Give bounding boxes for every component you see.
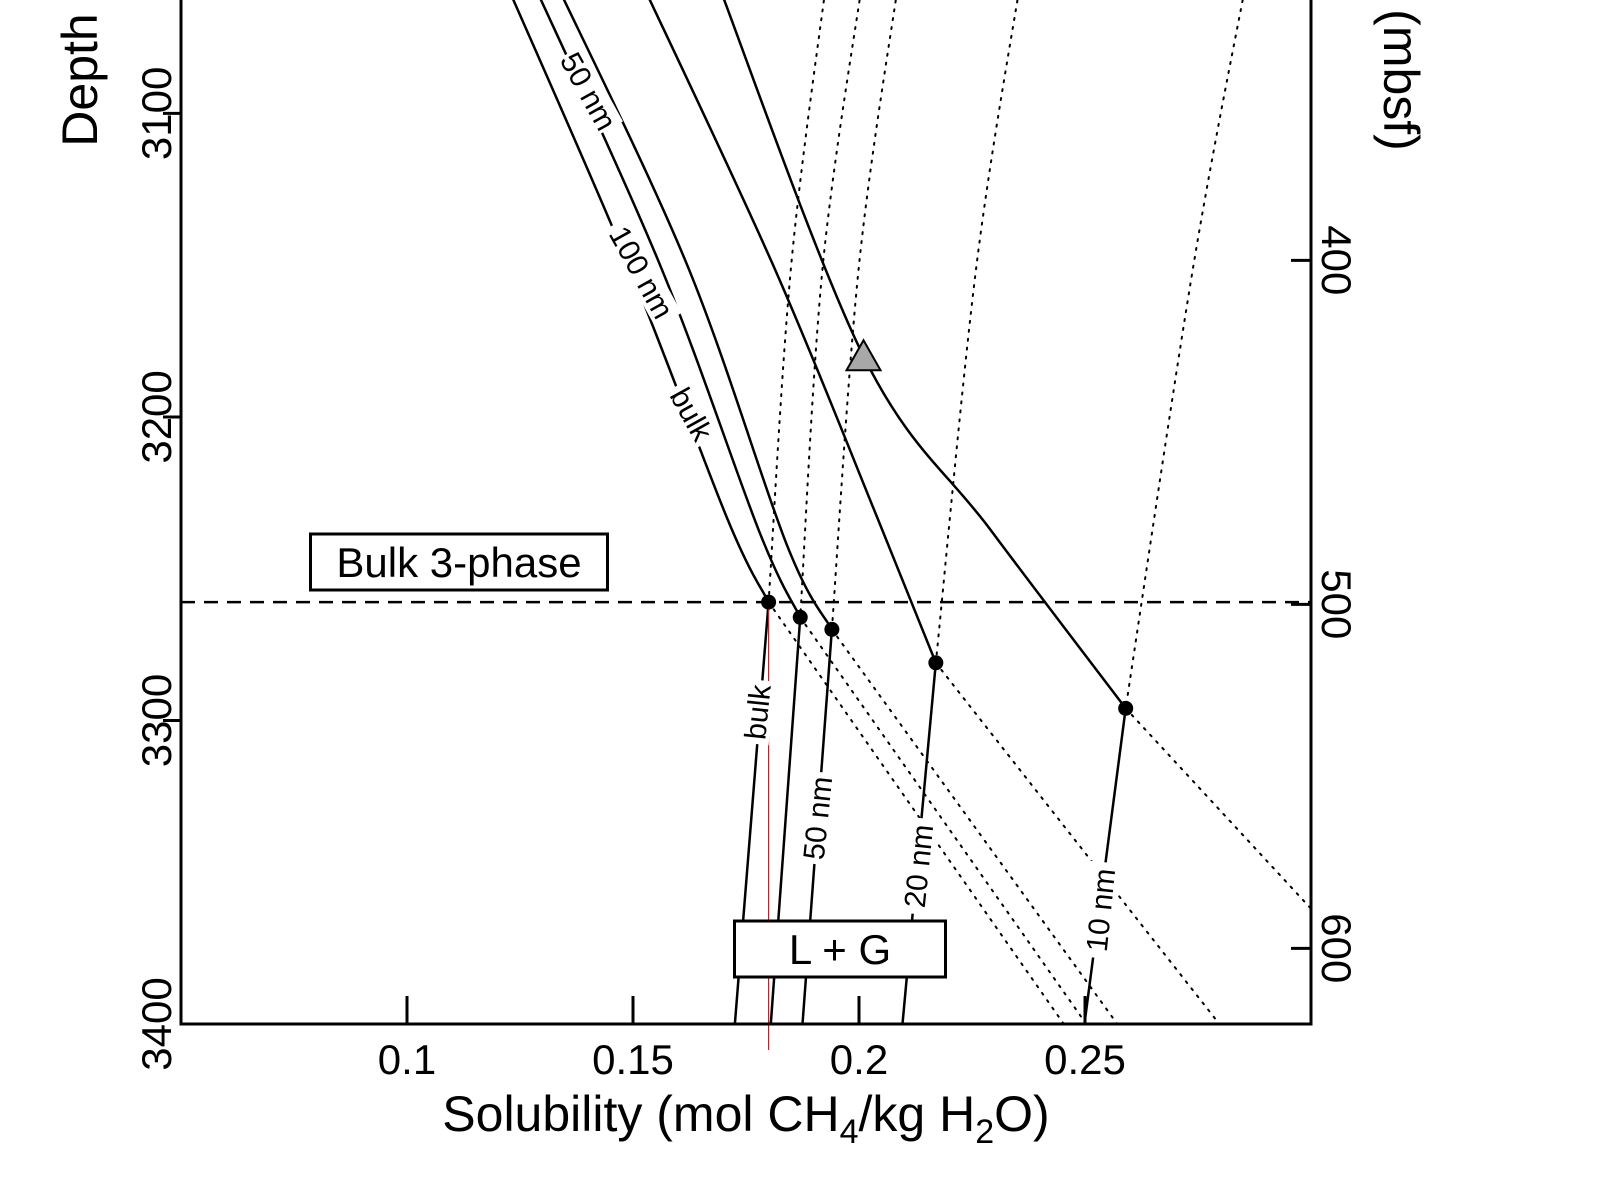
x-tick-label-3: 0.25: [1044, 1036, 1126, 1083]
lower-curve-label-bulk: bulk: [739, 682, 778, 741]
lower-curve-label-50nm: 50 nm: [798, 775, 840, 861]
lg-label-box: [733, 919, 947, 979]
triple-point-marker-3: [928, 655, 944, 671]
y-left-tick-label-1: 3200: [133, 370, 180, 463]
y-right-tick-label-2: 600: [1313, 913, 1360, 983]
y-axis-left-label: Depth: [52, 13, 108, 146]
lower-curve-label-20nm-group: 20 nm: [898, 816, 941, 916]
upper-curve-2: [562, 0, 833, 631]
dotted-extension-curve-1: [799, 616, 1088, 1024]
y-right-tick-label-1: 500: [1313, 569, 1360, 639]
dotted-steep-curve-0: [767, 0, 825, 604]
upper-curve-label-bulk-bg: [663, 378, 721, 450]
x-tick-label-1: 0.15: [592, 1036, 674, 1083]
dotted-extension-curve-3: [934, 661, 1221, 1024]
lower-curve-label-10nm: 10 nm: [1081, 867, 1123, 953]
dotted-steep-curve-3: [934, 0, 1019, 664]
upper-curve-3: [648, 0, 937, 664]
y-left-tick-label-2: 3300: [133, 674, 180, 767]
triple-point-marker-1: [792, 609, 808, 625]
upper-curve-label-50nm-bg: [555, 46, 623, 136]
dotted-extension-curve-2: [830, 628, 1119, 1024]
upper-curve-label-50nm: 50 nm: [553, 47, 622, 136]
upper-curve-label-100nm: 100 nm: [602, 221, 679, 325]
triangle-marker: [844, 338, 883, 372]
lower-curve-label-10nm-group: 10 nm: [1080, 860, 1123, 960]
upper-curve-label-50nm-group: 50 nm: [553, 46, 623, 136]
lower-curve-label-50nm-bg: [797, 770, 837, 866]
y-right-tick-label-0: 400: [1313, 225, 1360, 295]
lower-curve-label-20nm: 20 nm: [899, 823, 941, 909]
dotted-steep-curve-1: [799, 0, 861, 619]
dotted-extension-curve-0: [767, 601, 1065, 1024]
y-axis-right-label: (mbsf): [1373, 9, 1429, 151]
x-axis-label-part-2: /kg H: [859, 1086, 976, 1142]
x-axis-label-sub-1: 4: [840, 1113, 859, 1151]
lg-label: L + G: [789, 926, 891, 973]
dotted-extension-curve-4: [1124, 707, 1311, 910]
x-axis-label-part-3: O): [994, 1086, 1050, 1142]
bulk-three-phase-label-box: [309, 532, 609, 592]
upper-curve-label-100nm-bg: [602, 216, 682, 328]
y-left-tick-label-0: 3100: [133, 67, 180, 160]
upper-curve-4: [722, 0, 1127, 710]
lower-curve-1: [769, 617, 802, 1024]
triple-point-marker-2: [824, 621, 840, 637]
lower-curve-0: [733, 601, 770, 1024]
x-axis-label-sub-2: 2: [975, 1113, 994, 1151]
lower-curve-label-20nm-bg: [898, 816, 938, 916]
x-axis-label: Solubility (mol CH4/kg H2O): [442, 1086, 1049, 1151]
lower-curve-label-10nm-bg: [1080, 860, 1120, 960]
triple-point-marker-0: [761, 594, 777, 610]
upper-curve-0: [512, 0, 770, 603]
lower-curve-label-bulk-bg: [738, 678, 776, 746]
x-axis-label-part-1: Solubility (mol CH: [442, 1086, 839, 1142]
dotted-steep-curve-4: [1124, 0, 1244, 710]
upper-curve-label-100nm-group: 100 nm: [602, 216, 682, 328]
bulk-three-phase-label: Bulk 3-phase: [336, 539, 581, 586]
lower-curve-label-bulk-group: bulk: [738, 678, 778, 746]
triple-point-marker-4: [1118, 700, 1134, 716]
dotted-steep-curve-2: [830, 0, 897, 631]
x-tick-label-0: 0.1: [378, 1036, 436, 1083]
upper-curve-label-bulk-group: bulk: [663, 378, 721, 450]
lower-curve-label-50nm-group: 50 nm: [797, 770, 840, 866]
x-tick-label-2: 0.2: [830, 1036, 888, 1083]
y-left-tick-label-3: 3400: [133, 977, 180, 1070]
